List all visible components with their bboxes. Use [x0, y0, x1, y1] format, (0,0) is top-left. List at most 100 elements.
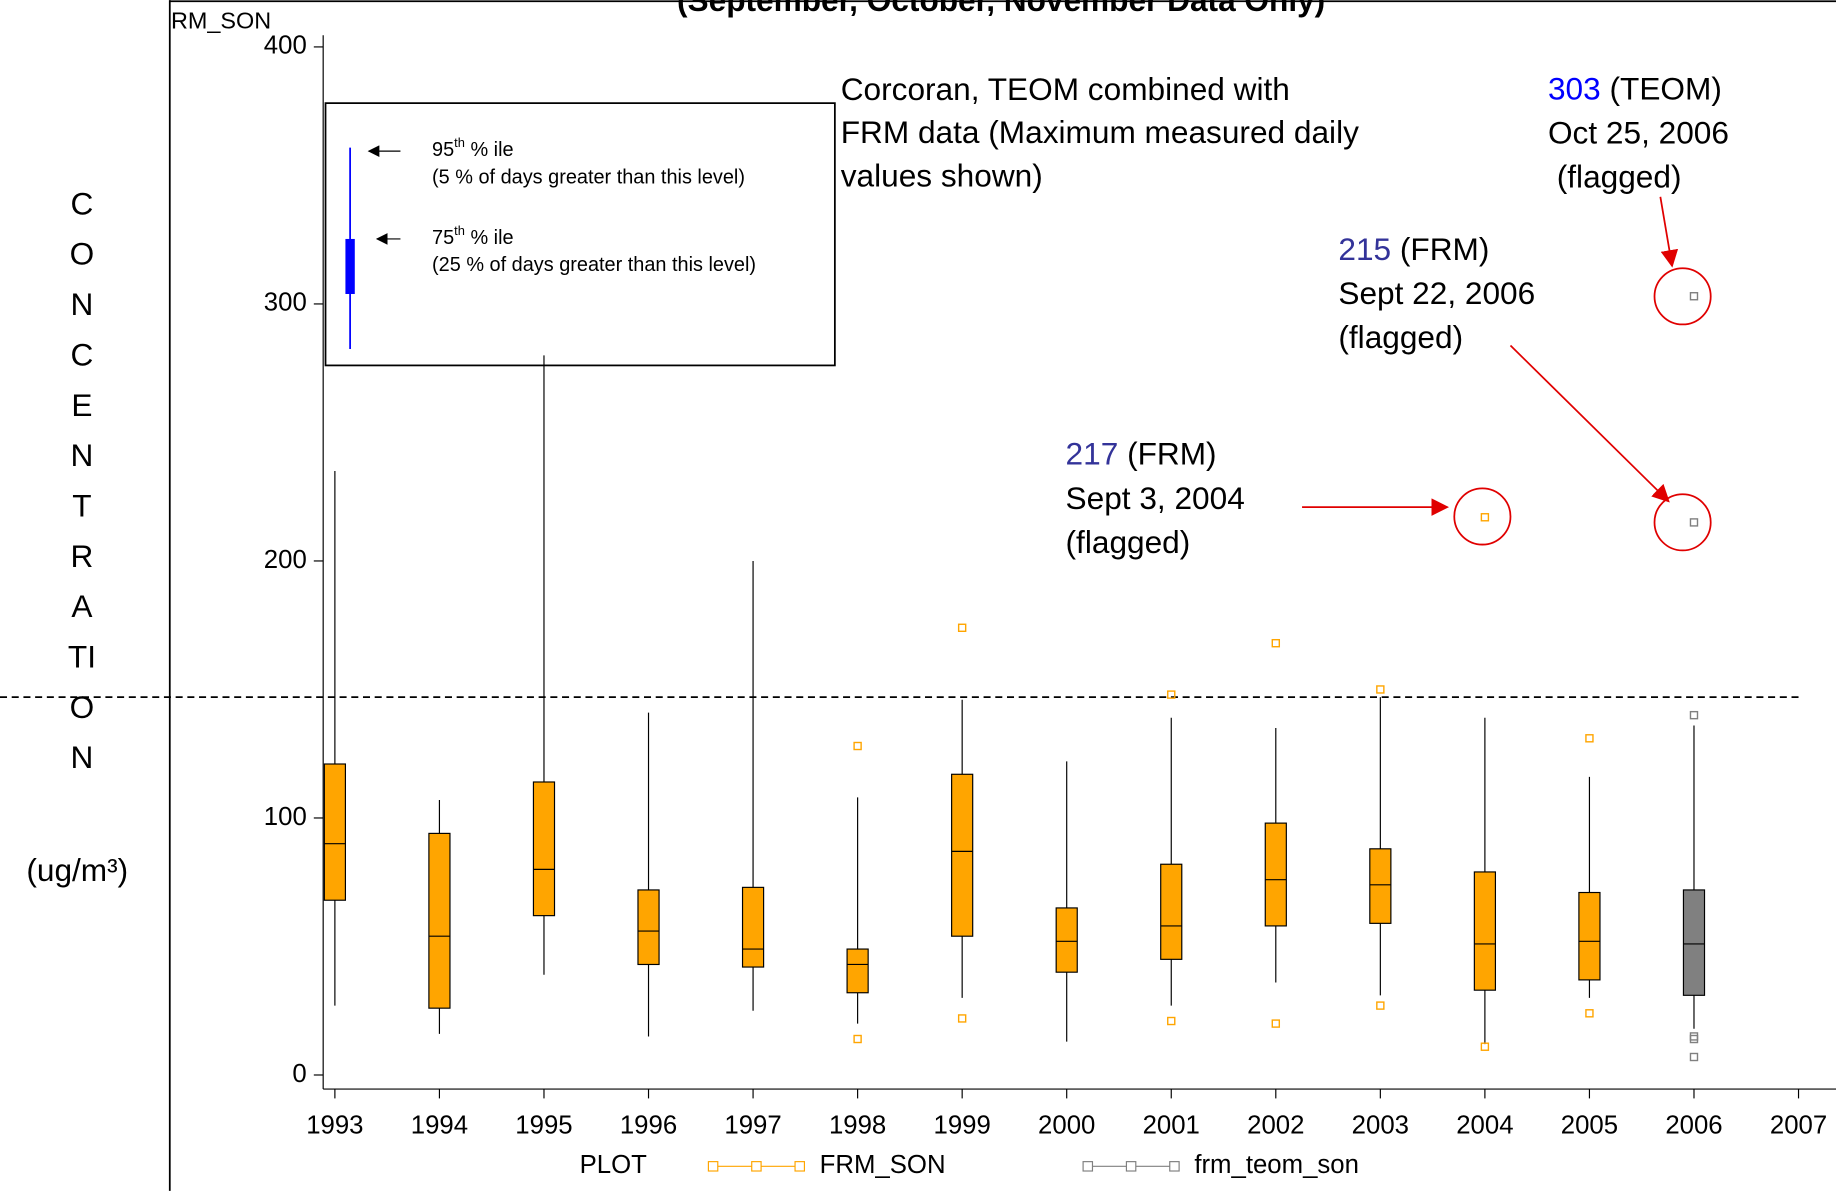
legend-symbol: [1125, 1161, 1137, 1172]
legend-label: FRM_SON: [820, 1151, 946, 1179]
callout-source: (FRM): [1118, 436, 1216, 472]
outlier: [853, 741, 862, 751]
key-number: 75: [432, 227, 454, 249]
x-tick-label: 2004: [1456, 1111, 1513, 1139]
x-tick-label: 2000: [1038, 1111, 1095, 1139]
outlier: [1585, 734, 1594, 743]
box: [741, 886, 765, 968]
outlier: [957, 623, 967, 632]
legend-title: PLOT: [580, 1151, 648, 1179]
key-number: 95: [432, 139, 454, 161]
key-box-sample: [345, 238, 355, 294]
y-axis-label-text: CONCENTRATION: [67, 186, 97, 776]
outlier: [1480, 1042, 1490, 1051]
callout-title: 215 (FRM): [1338, 231, 1489, 267]
x-tick-label: 1993: [306, 1111, 363, 1139]
x-tick-label: 1998: [829, 1111, 886, 1139]
key-note: (5 % of days greater than this level): [432, 166, 745, 188]
callout-number: 217: [1066, 436, 1119, 472]
callout-number: 303: [1548, 71, 1601, 107]
callout-title: 303 (TEOM): [1548, 71, 1722, 107]
x-tick-label: 2006: [1665, 1111, 1722, 1139]
box: [1160, 863, 1183, 960]
outlier: [1271, 1019, 1281, 1028]
y-tick-label: 400: [264, 32, 307, 60]
outlier: [1167, 1016, 1176, 1026]
box: [846, 948, 869, 994]
x-tick-label: 2001: [1143, 1111, 1200, 1139]
outlier: [1689, 1032, 1699, 1041]
x-tick-label: 2005: [1561, 1111, 1618, 1139]
y-tick-label: 300: [264, 289, 307, 317]
callout-line: (flagged): [1338, 319, 1463, 355]
outlier: [1585, 1009, 1594, 1018]
callout-arrow: [1659, 196, 1679, 268]
legend-symbol: [751, 1161, 762, 1172]
legend-label: frm_teom_son: [1194, 1151, 1359, 1179]
callout-source: (FRM): [1391, 231, 1489, 267]
outlier: [1376, 1001, 1385, 1010]
y-axis-title: RM_SON: [171, 8, 271, 34]
annotation: values shown): [841, 157, 1043, 193]
x-tick-label: 2007: [1770, 1111, 1827, 1139]
callout-line: Sept 3, 2004: [1066, 480, 1245, 516]
highlight-circle: [1453, 487, 1512, 546]
highlight-circle: [1653, 267, 1712, 326]
callout-arrow: [1509, 344, 1670, 503]
callout-source: (TEOM): [1601, 71, 1722, 107]
y-axis-label: CONCENTRATION: [67, 186, 97, 776]
key-rest: % ile: [465, 227, 514, 249]
box: [637, 889, 660, 966]
callout-line: (flagged): [1066, 524, 1191, 560]
y-axis-unit: (ug/m³): [26, 852, 128, 888]
callout-number: 215: [1338, 231, 1391, 267]
box: [1264, 822, 1287, 927]
outlier: [1689, 1034, 1699, 1044]
y-tick-label: 200: [264, 546, 307, 574]
callout-line: (flagged): [1548, 159, 1682, 195]
x-tick-label: 2002: [1247, 1111, 1304, 1139]
outlier: [1689, 710, 1699, 720]
box: [1369, 848, 1392, 924]
key-note: (25 % of days greater than this level): [432, 254, 756, 276]
outlier: [1480, 513, 1490, 522]
x-tick-label: 1999: [934, 1111, 991, 1139]
chart-title: (September, October, November Data Only): [677, 0, 1325, 18]
outlier: [1271, 638, 1281, 648]
key-rest: % ile: [465, 139, 514, 161]
outlier: [1167, 690, 1176, 699]
box: [323, 763, 347, 901]
box: [1473, 871, 1497, 991]
outlier: [957, 1014, 967, 1023]
outlier: [1376, 685, 1385, 694]
outlier: [1689, 518, 1699, 527]
outlier: [1689, 292, 1699, 301]
x-tick-label: 1996: [620, 1111, 677, 1139]
x-tick-label: 1995: [515, 1111, 572, 1139]
key-label: 75th % ile: [432, 223, 514, 249]
key-sup: th: [454, 223, 465, 238]
box: [1055, 907, 1078, 973]
box: [428, 832, 451, 1009]
callout-line: Oct 25, 2006: [1548, 115, 1729, 151]
box: [951, 773, 974, 937]
callout-line: Sept 22, 2006: [1338, 275, 1535, 311]
legend-symbol: [707, 1161, 719, 1172]
legend-symbol: [1169, 1161, 1180, 1172]
highlight-circle: [1653, 493, 1712, 552]
outlier: [853, 1034, 862, 1044]
legend-symbol: [1082, 1161, 1094, 1172]
key-box: [324, 102, 836, 367]
y-tick-label: 0: [292, 1060, 306, 1088]
x-tick-label: 1997: [724, 1111, 781, 1139]
callout-title: 217 (FRM): [1066, 436, 1217, 472]
key-label: 95th % ile: [432, 136, 514, 162]
key-sup: th: [454, 136, 465, 151]
annotation: FRM data (Maximum measured daily: [841, 114, 1359, 150]
x-tick-label: 1994: [411, 1111, 468, 1139]
legend-symbol: [794, 1161, 806, 1172]
box: [1578, 891, 1601, 981]
y-tick-label: 100: [264, 803, 307, 831]
outlier: [1689, 1052, 1699, 1062]
